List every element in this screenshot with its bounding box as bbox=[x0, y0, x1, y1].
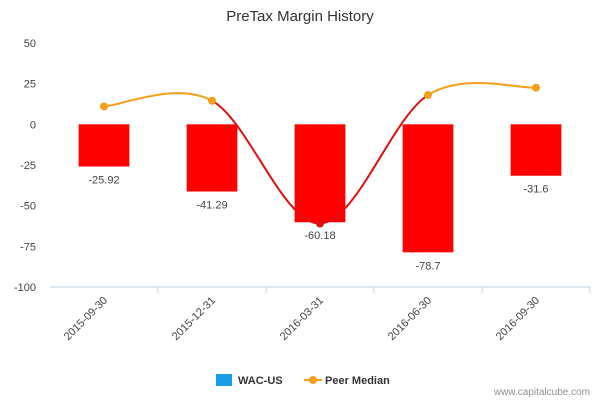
line-segment-peer-median bbox=[211, 99, 321, 225]
point-peer-median bbox=[316, 219, 324, 228]
y-tick-label: -50 bbox=[20, 201, 36, 213]
x-tick-label: 2016-06-30 bbox=[386, 295, 434, 343]
bar-series-layer bbox=[78, 124, 562, 253]
x-tick-label: 2016-09-30 bbox=[494, 295, 542, 343]
bar-wac-us bbox=[294, 124, 346, 223]
y-tick-label: -75 bbox=[20, 241, 36, 253]
chart-title: PreTax Margin History bbox=[226, 8, 374, 25]
bar-wac-us bbox=[402, 124, 454, 253]
x-tick-label: 2015-09-30 bbox=[62, 295, 110, 343]
bar-data-label: -60.18 bbox=[304, 230, 335, 242]
legend-label-peer-median: Peer Median bbox=[325, 375, 390, 387]
bar-data-label: -31.6 bbox=[523, 184, 548, 196]
y-tick-label: -100 bbox=[14, 282, 36, 294]
data-label-layer: -25.92 -41.29 -60.18 -78.7 -31.6 bbox=[88, 174, 548, 272]
line-segment-peer-median bbox=[427, 82, 537, 96]
line-segment-peer-median bbox=[103, 92, 213, 108]
x-tick-label: 2015-12-31 bbox=[170, 295, 218, 343]
source-credit: www.capitalcube.com bbox=[493, 387, 590, 398]
bar-data-label: -78.7 bbox=[415, 260, 440, 272]
line-segment-peer-median bbox=[319, 94, 429, 225]
x-tick-label: 2016-03-31 bbox=[278, 295, 326, 343]
point-peer-median bbox=[208, 96, 216, 105]
y-tick-label: -25 bbox=[20, 160, 36, 172]
bar-data-label: -25.92 bbox=[88, 174, 119, 186]
bar-wac-us bbox=[510, 124, 562, 176]
y-tick-label: 25 bbox=[24, 79, 36, 91]
legend: WAC-US Peer Median bbox=[216, 374, 390, 387]
y-tick-label: 50 bbox=[24, 38, 36, 50]
bar-wac-us bbox=[78, 124, 130, 167]
y-tick-label: 0 bbox=[30, 119, 36, 131]
legend-marker-peer-median bbox=[309, 376, 317, 384]
legend-label-wac-us: WAC-US bbox=[238, 375, 283, 387]
point-peer-median bbox=[100, 102, 108, 111]
bar-data-label: -41.29 bbox=[196, 199, 227, 211]
bar-wac-us bbox=[186, 124, 238, 192]
line-series-layer bbox=[100, 82, 540, 228]
point-peer-median bbox=[532, 83, 540, 92]
legend-swatch-wac-us bbox=[216, 374, 232, 386]
point-peer-median bbox=[424, 91, 432, 100]
